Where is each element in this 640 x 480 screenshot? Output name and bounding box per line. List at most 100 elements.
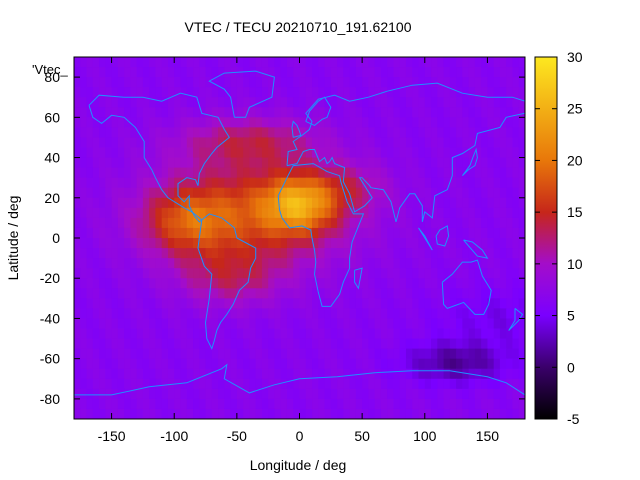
heatmap-cell bbox=[374, 288, 382, 299]
coastline bbox=[197, 213, 257, 350]
heatmap-cell bbox=[211, 147, 219, 159]
heatmap-cell bbox=[199, 328, 207, 340]
heatmap-cell bbox=[211, 157, 219, 169]
heatmap-cell bbox=[330, 207, 338, 219]
heatmap-cell bbox=[117, 197, 125, 209]
heatmap-cell bbox=[249, 107, 257, 118]
heatmap-cell bbox=[305, 368, 313, 380]
heatmap-cell bbox=[136, 318, 144, 330]
heatmap-cell bbox=[318, 167, 326, 179]
heatmap-cell bbox=[393, 137, 401, 149]
heatmap-cell bbox=[161, 87, 169, 98]
heatmap-cell bbox=[431, 137, 438, 149]
heatmap-cell bbox=[412, 238, 420, 249]
heatmap-cell bbox=[324, 408, 332, 419]
heatmap-cell bbox=[193, 97, 200, 108]
heatmap-cell bbox=[236, 288, 244, 299]
heatmap-cell bbox=[86, 167, 94, 179]
heatmap-cell bbox=[99, 298, 106, 309]
heatmap-cell bbox=[92, 258, 100, 269]
heatmap-cell bbox=[86, 368, 94, 380]
heatmap-cell bbox=[343, 207, 351, 219]
heatmap-cell bbox=[337, 207, 344, 219]
heatmap-cell bbox=[280, 328, 288, 340]
heatmap-cell bbox=[211, 278, 219, 289]
heatmap-cell bbox=[449, 358, 457, 370]
heatmap-cell bbox=[236, 187, 244, 199]
heatmap-cell bbox=[274, 147, 282, 159]
heatmap-cell bbox=[368, 107, 376, 118]
heatmap-cell bbox=[274, 278, 282, 289]
heatmap-cell bbox=[268, 318, 276, 330]
heatmap-cell bbox=[255, 238, 263, 249]
heatmap-cell bbox=[443, 398, 451, 410]
heatmap-cell bbox=[318, 348, 326, 360]
heatmap-cell bbox=[337, 57, 344, 68]
heatmap-cell bbox=[74, 157, 81, 169]
heatmap-cell bbox=[493, 197, 501, 209]
heatmap-cell bbox=[92, 338, 100, 350]
heatmap-cell bbox=[86, 117, 94, 128]
heatmap-cell bbox=[305, 238, 313, 249]
heatmap-cell bbox=[255, 308, 263, 320]
heatmap-cell bbox=[155, 368, 163, 380]
heatmap-cell bbox=[437, 278, 445, 289]
heatmap-cell bbox=[249, 308, 257, 320]
heatmap-cell bbox=[155, 378, 163, 390]
heatmap-cell bbox=[493, 278, 501, 289]
heatmap-cell bbox=[243, 288, 250, 299]
heatmap-cell bbox=[218, 238, 225, 249]
heatmap-cell bbox=[293, 107, 301, 118]
heatmap-cell bbox=[80, 338, 88, 350]
heatmap-cell bbox=[324, 57, 332, 68]
heatmap-cell bbox=[293, 117, 301, 128]
heatmap-cell bbox=[105, 97, 113, 108]
heatmap-cell bbox=[111, 217, 119, 229]
heatmap-cell bbox=[380, 278, 388, 289]
heatmap-cell bbox=[136, 97, 144, 108]
heatmap-cell bbox=[261, 157, 269, 169]
heatmap-cell bbox=[186, 278, 194, 289]
heatmap-cell bbox=[393, 77, 401, 88]
heatmap-cell bbox=[230, 217, 238, 229]
heatmap-cell bbox=[355, 87, 363, 98]
heatmap-cell bbox=[468, 217, 476, 229]
heatmap-cell bbox=[174, 318, 182, 330]
heatmap-cell bbox=[412, 378, 420, 390]
heatmap-cell bbox=[362, 127, 369, 139]
heatmap-cell bbox=[293, 127, 301, 139]
heatmap-cell bbox=[174, 328, 182, 340]
heatmap-cell bbox=[174, 207, 182, 219]
heatmap-cell bbox=[149, 207, 157, 219]
heatmap-cell bbox=[180, 67, 188, 78]
heatmap-cell bbox=[418, 348, 426, 360]
heatmap-cell bbox=[286, 308, 294, 320]
heatmap-cell bbox=[518, 238, 525, 249]
heatmap-cell bbox=[368, 177, 376, 189]
heatmap-cell bbox=[74, 308, 81, 320]
heatmap-cell bbox=[161, 197, 169, 209]
heatmap-cell bbox=[211, 288, 219, 299]
heatmap-cell bbox=[261, 67, 269, 78]
heatmap-cell bbox=[424, 107, 432, 118]
heatmap-cell bbox=[487, 147, 495, 159]
heatmap-cell bbox=[230, 97, 238, 108]
heatmap-cell bbox=[399, 368, 407, 380]
heatmap-cell bbox=[299, 348, 307, 360]
heatmap-cell bbox=[337, 358, 344, 370]
heatmap-cell bbox=[518, 157, 525, 169]
heatmap-cell bbox=[462, 378, 470, 390]
heatmap-cell bbox=[186, 197, 194, 209]
heatmap-cell bbox=[286, 358, 294, 370]
heatmap-cell bbox=[374, 348, 382, 360]
heatmap-cell bbox=[468, 177, 476, 189]
heatmap-cell bbox=[155, 298, 163, 309]
heatmap-cell bbox=[399, 177, 407, 189]
heatmap-cell bbox=[236, 137, 244, 149]
heatmap-cell bbox=[462, 318, 470, 330]
heatmap-cell bbox=[155, 278, 163, 289]
heatmap-cell bbox=[261, 388, 269, 400]
heatmap-cell bbox=[243, 157, 250, 169]
heatmap-cell bbox=[462, 258, 470, 269]
heatmap-cell bbox=[418, 197, 426, 209]
